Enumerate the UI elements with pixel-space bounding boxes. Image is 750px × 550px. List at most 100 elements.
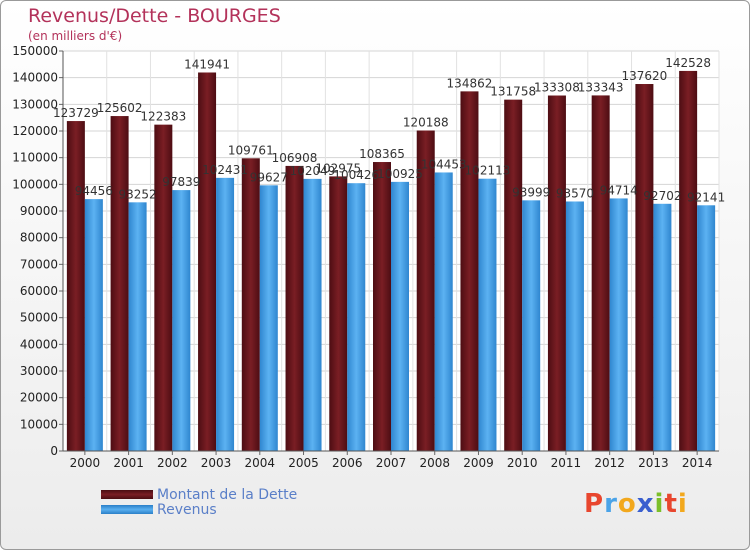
- legend-label-revenus: Revenus: [157, 501, 217, 518]
- data-label-dette: 134862: [447, 76, 493, 90]
- bar-dette: [547, 95, 566, 452]
- bar-revenus: [697, 205, 716, 451]
- data-label-dette: 102975: [315, 161, 361, 175]
- data-label-dette: 123729: [53, 106, 99, 120]
- y-tick-label: 80000: [20, 231, 58, 245]
- data-label-dette: 125602: [97, 101, 143, 115]
- bar-dette: [66, 121, 85, 451]
- y-tick-label: 40000: [20, 337, 58, 351]
- proxiti-logo: Proxiti: [584, 489, 688, 519]
- bar-dette: [591, 95, 610, 451]
- bar-revenus: [347, 183, 366, 451]
- bar-dette: [416, 130, 435, 452]
- legend-swatch-dette: [101, 490, 153, 499]
- data-label-revenus: 104453: [421, 157, 467, 171]
- x-tick-label: 2000: [70, 456, 101, 470]
- data-label-revenus: 102049: [290, 164, 336, 178]
- bar-dette: [285, 165, 304, 452]
- bar-revenus: [172, 190, 191, 451]
- bar-dette: [110, 116, 129, 451]
- data-label-revenus: 102431: [202, 163, 248, 177]
- x-tick-label: 2008: [419, 456, 450, 470]
- legend: Montant de la Dette Revenus: [101, 486, 298, 518]
- data-label-revenus: 92702: [643, 189, 681, 203]
- bar-dette: [329, 176, 348, 451]
- data-label-revenus: 92141: [687, 190, 725, 204]
- data-label-revenus: 94714: [600, 183, 638, 197]
- y-tick-label: 110000: [12, 151, 58, 165]
- y-tick-label: 120000: [12, 124, 58, 138]
- data-label-dette: 122383: [140, 110, 186, 124]
- logo-letter: x: [636, 489, 655, 519]
- x-tick-label: 2002: [157, 456, 188, 470]
- data-label-dette: 133343: [578, 80, 624, 94]
- logo-letter: i: [677, 489, 688, 519]
- legend-item-revenus: Revenus: [101, 501, 297, 518]
- data-label-dette: 131758: [490, 85, 536, 99]
- y-tick-label: 140000: [12, 71, 58, 85]
- data-label-dette: 108365: [359, 147, 405, 161]
- bars: [66, 70, 716, 452]
- logo-letter: o: [617, 489, 637, 519]
- logo-letter: i: [654, 489, 665, 519]
- bar-revenus: [478, 178, 497, 451]
- legend-item-dette: Montant de la Dette: [101, 486, 298, 503]
- legend-swatch-revenus: [101, 505, 153, 514]
- y-tick-label: 70000: [20, 257, 58, 271]
- data-label-dette: 133308: [534, 81, 580, 95]
- data-label-revenus: 94456: [75, 184, 113, 198]
- data-label-dette: 109761: [228, 143, 274, 157]
- data-label-revenus: 93570: [556, 186, 594, 200]
- logo-letter: r: [604, 489, 618, 519]
- x-tick-label: 2014: [682, 456, 713, 470]
- data-labels: 123729 94456 125602 93252 122383 97839 141941 1…: [53, 56, 725, 204]
- data-label-revenus: 102113: [465, 164, 511, 178]
- bar-revenus: [391, 181, 409, 451]
- data-label-dette: 142528: [665, 56, 711, 70]
- bar-revenus: [303, 178, 322, 452]
- y-tick-label: 60000: [20, 284, 58, 298]
- data-label-revenus: 93999: [512, 185, 550, 199]
- bar-revenus: [522, 200, 541, 451]
- y-tick-label: 30000: [20, 364, 58, 378]
- data-label-revenus: 97839: [162, 175, 200, 189]
- y-tick-label: 150000: [12, 44, 58, 58]
- data-label-dette: 106908: [272, 151, 318, 165]
- bar-dette: [198, 72, 217, 452]
- y-tick-label: 100000: [12, 177, 58, 191]
- data-label-revenus: 100925: [377, 167, 423, 181]
- x-tick-label: 2001: [113, 456, 144, 470]
- data-label-dette: 120188: [403, 115, 449, 129]
- bar-revenus: [84, 199, 103, 451]
- y-tick-label: 50000: [20, 311, 58, 325]
- bar-revenus: [565, 201, 584, 451]
- bar-revenus: [609, 198, 628, 451]
- logo-letter: t: [664, 489, 678, 519]
- chart-unit-label: (en milliers d'€): [28, 29, 123, 43]
- x-tick-label: 2006: [332, 456, 363, 470]
- data-label-dette: 141941: [184, 57, 230, 71]
- x-tick-label: 2003: [201, 456, 232, 470]
- y-tick-label: 130000: [12, 97, 58, 111]
- x-tick-label: 2013: [638, 456, 669, 470]
- data-label-revenus: 93252: [119, 187, 157, 201]
- legend-label-dette: Montant de la Dette: [157, 486, 298, 503]
- x-tick-label: 2007: [376, 456, 407, 470]
- data-label-dette: 137620: [621, 69, 667, 83]
- bar-dette: [504, 99, 523, 452]
- data-label-revenus: 100426: [333, 168, 379, 182]
- data-label-revenus: 99627: [250, 170, 288, 184]
- bar-dette: [635, 84, 654, 451]
- bar-dette: [460, 91, 479, 452]
- y-tick-label: 0: [50, 444, 58, 458]
- bar-dette: [154, 124, 173, 452]
- y-tick-label: 90000: [20, 204, 58, 218]
- y-tick-label: 20000: [20, 391, 58, 405]
- logo-letter: P: [584, 489, 605, 519]
- bar-dette: [241, 158, 260, 451]
- bar-revenus: [653, 203, 672, 451]
- x-tick-label: 2005: [288, 456, 319, 470]
- x-tick-label: 2009: [463, 456, 494, 470]
- bar-revenus: [128, 202, 147, 451]
